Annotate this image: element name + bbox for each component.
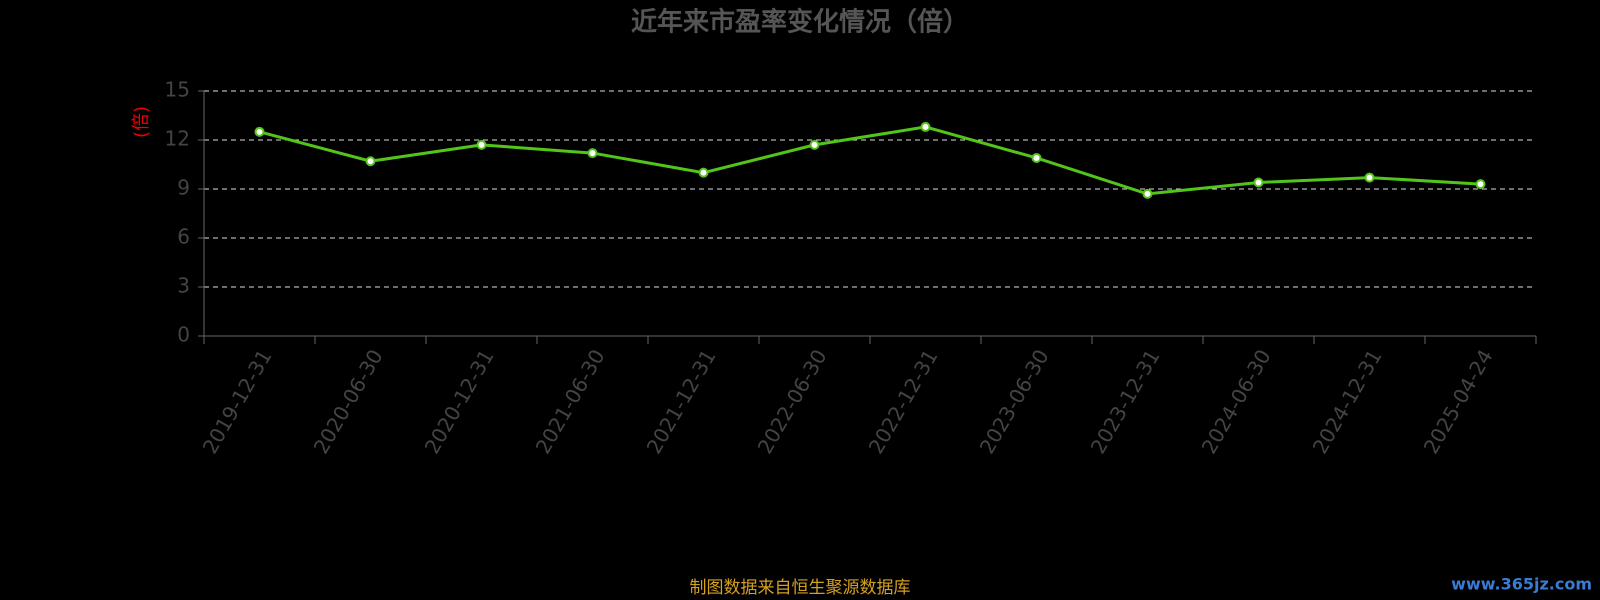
watermark: www.365jz.com [1451, 575, 1592, 594]
x-tick-label: 2022-06-30 [753, 345, 832, 458]
data-point [254, 126, 265, 137]
data-point [365, 156, 376, 167]
chart-title: 近年来市盈率变化情况（倍） [631, 7, 969, 38]
data-point [698, 167, 709, 178]
y-tick-label: 15 [165, 78, 190, 102]
x-tick-label: 2024-06-30 [1197, 345, 1276, 458]
data-point [1475, 179, 1486, 190]
data-point [1031, 152, 1042, 163]
x-tick-label: 2020-12-31 [420, 345, 499, 458]
x-tick-label: 2020-06-30 [309, 345, 388, 458]
x-tick-label: 2023-12-31 [1086, 345, 1165, 458]
source-note: 制图数据来自恒生聚源数据库 [690, 578, 911, 598]
data-point [809, 139, 820, 150]
x-tick-label: 2023-06-30 [975, 345, 1054, 458]
x-tick-label: 2019-12-31 [198, 345, 277, 458]
y-tick-label: 6 [177, 225, 190, 249]
data-point [920, 121, 931, 132]
data-point [1253, 177, 1264, 188]
y-tick-label: 3 [177, 274, 190, 298]
data-point [1142, 188, 1153, 199]
data-point [587, 148, 598, 159]
x-tick-label: 2022-12-31 [864, 345, 943, 458]
y-tick-label: 12 [165, 127, 190, 151]
x-tick-label: 2021-12-31 [642, 345, 721, 458]
y-tick-label: 0 [177, 323, 190, 347]
line-series [259, 125, 1481, 196]
x-tick-label: 2024-12-31 [1308, 345, 1387, 458]
data-point [476, 139, 487, 150]
y-tick-label: 9 [177, 176, 190, 200]
x-tick-label: 2021-06-30 [531, 345, 610, 458]
x-tick-label: 2025-04-24 [1419, 345, 1498, 458]
y-axis-label: (倍) [131, 106, 152, 138]
data-point [1364, 172, 1375, 183]
